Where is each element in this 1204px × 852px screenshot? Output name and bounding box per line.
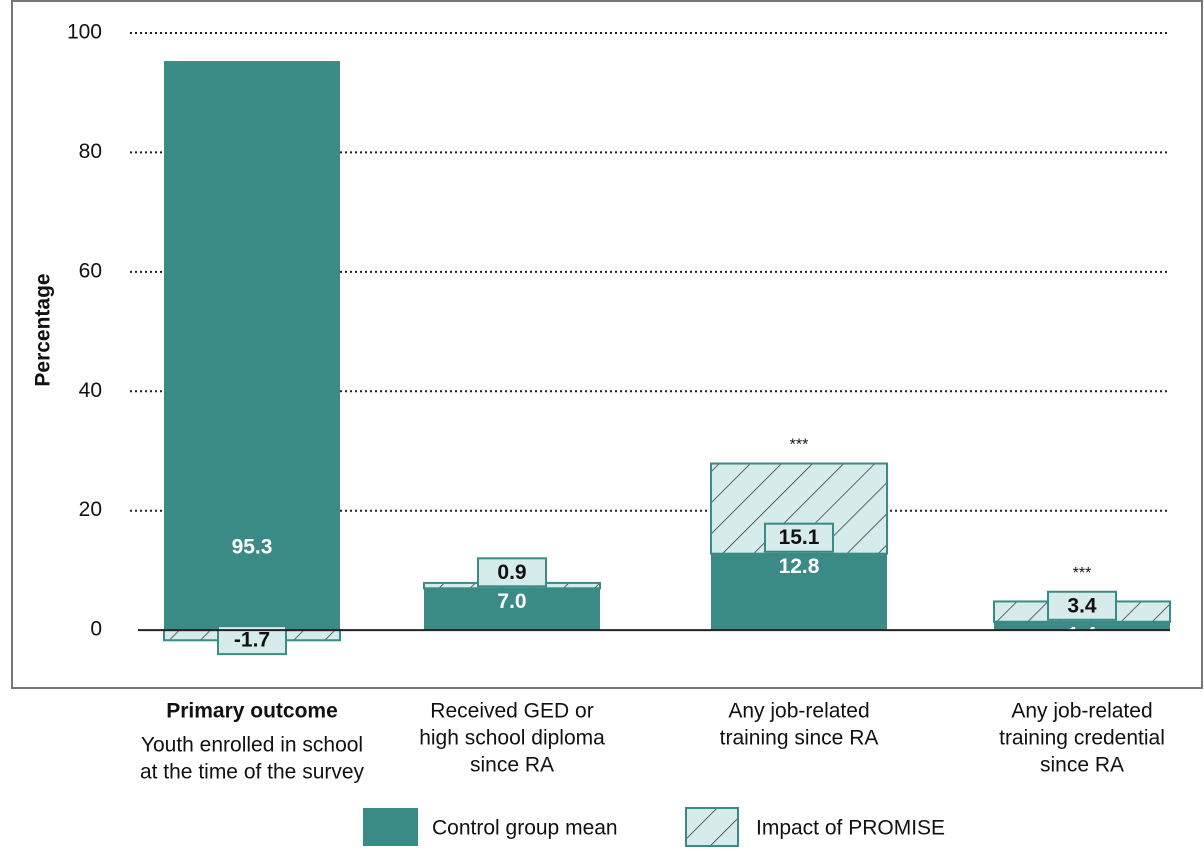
control-bar [711, 553, 887, 631]
control-value-label: 7.0 [497, 590, 526, 613]
control-value-label: 95.3 [232, 536, 273, 559]
significance-label: *** [790, 437, 809, 454]
control-value-label: 12.8 [779, 555, 820, 578]
y-tick-label: 0 [90, 618, 102, 641]
y-tick-label: 40 [79, 379, 102, 402]
x-tick-label: Any job-related [728, 700, 869, 723]
impact-label-box [477, 557, 547, 588]
control-bar [164, 61, 340, 631]
legend-label: Control group mean [432, 817, 618, 840]
impact-value-label: 0.9 [497, 561, 526, 584]
significance-label: *** [1073, 565, 1092, 582]
y-tick-label: 20 [79, 498, 102, 521]
x-tick-label: at the time of the survey [140, 761, 365, 784]
y-tick-label: 100 [67, 21, 102, 44]
y-axis-label: Percentage [32, 273, 55, 386]
x-tick-label: since RA [1040, 754, 1124, 777]
impact-value-label: 3.4 [1067, 594, 1097, 617]
x-tick-label: Received GED or [430, 700, 593, 723]
x-tick-label: Any job-related [1011, 700, 1152, 723]
impact-value-label: -1.7 [234, 629, 270, 652]
plot-frame [11, 0, 1203, 689]
x-tick-label: training credential [999, 727, 1165, 750]
y-tick-label: 60 [79, 259, 102, 282]
x-tick-label: high school diploma [419, 727, 605, 750]
y-tick-label: 80 [79, 140, 102, 163]
impact-label-box [1047, 590, 1117, 621]
legend-swatch [363, 808, 418, 846]
impact-value-label: 15.1 [779, 526, 820, 549]
impact-label-box [764, 522, 834, 553]
legend-label: Impact of PROMISE [756, 817, 945, 840]
x-tick-label: Youth enrolled in school [141, 734, 363, 757]
x-tick-label: since RA [470, 754, 554, 777]
control-bar [994, 621, 1170, 631]
x-tick-label: training since RA [720, 727, 879, 750]
control-bar [424, 588, 600, 631]
legend-swatch [685, 807, 739, 847]
control-value-label: 1.4 [1067, 623, 1097, 646]
primary-label: Primary outcome [166, 700, 338, 723]
